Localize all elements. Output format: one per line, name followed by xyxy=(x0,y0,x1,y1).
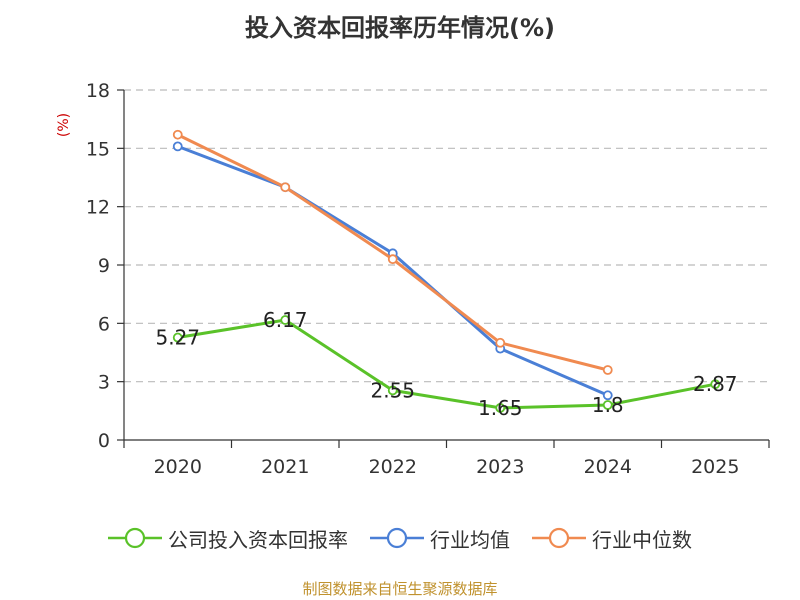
x-tick-label: 2024 xyxy=(584,456,632,478)
x-tick-label: 2023 xyxy=(476,456,524,478)
x-tick-label: 2020 xyxy=(154,456,202,478)
y-tick-label: 15 xyxy=(86,138,110,160)
y-tick-label: 6 xyxy=(98,313,110,335)
data-point[interactable] xyxy=(495,403,506,413)
x-tick-label: 2021 xyxy=(261,456,309,478)
data-label: 1.65 xyxy=(478,396,523,420)
data-point[interactable] xyxy=(387,254,398,265)
data-point[interactable] xyxy=(172,332,183,343)
data-label: 6.17 xyxy=(263,308,308,332)
chart-legend: 公司投入资本回报率 行业均值 行业中位数 xyxy=(0,520,800,556)
legend-label: 行业中位数 xyxy=(592,527,692,552)
legend-label: 公司投入资本回报率 xyxy=(168,527,348,552)
chart-title: 投入资本回报率历年情况(%) xyxy=(245,14,555,42)
y-tick-label: 9 xyxy=(98,255,110,277)
data-label: 5.27 xyxy=(155,326,200,350)
legend-item-2[interactable]: 行业中位数 xyxy=(532,524,692,553)
data-label: 2.87 xyxy=(693,372,738,396)
y-tick-label: 12 xyxy=(86,197,110,219)
data-point[interactable] xyxy=(602,400,613,410)
x-tick-label: 2022 xyxy=(369,456,417,478)
data-point[interactable] xyxy=(602,390,613,401)
x-tick-label: 2025 xyxy=(691,456,739,478)
data-label: 2.55 xyxy=(370,378,415,402)
legend-swatch-icon xyxy=(370,527,424,549)
data-point[interactable] xyxy=(172,129,183,140)
data-point[interactable] xyxy=(602,365,613,375)
data-label: 1.8 xyxy=(592,393,624,417)
data-point[interactable] xyxy=(710,379,721,390)
legend-item-1[interactable]: 行业均值 xyxy=(370,524,510,553)
data-point[interactable] xyxy=(280,315,291,325)
series-line-0 xyxy=(177,318,716,410)
data-point[interactable] xyxy=(387,385,398,396)
y-tick-label: 0 xyxy=(98,430,110,452)
y-tick-label: 18 xyxy=(86,80,110,102)
data-point[interactable] xyxy=(172,141,183,152)
y-tick-label: 3 xyxy=(98,372,110,394)
data-point[interactable] xyxy=(280,182,291,193)
source-note: 制图数据来自恒生聚源数据库 xyxy=(302,580,498,598)
legend-item-0[interactable]: 公司投入资本回报率 xyxy=(108,524,348,553)
series-line-1 xyxy=(177,144,609,397)
legend-swatch-icon xyxy=(108,527,162,549)
legend-label: 行业均值 xyxy=(430,527,510,552)
data-point[interactable] xyxy=(495,337,506,348)
y-axis-unit-label: (%) xyxy=(56,113,72,137)
legend-swatch-icon xyxy=(532,527,586,549)
